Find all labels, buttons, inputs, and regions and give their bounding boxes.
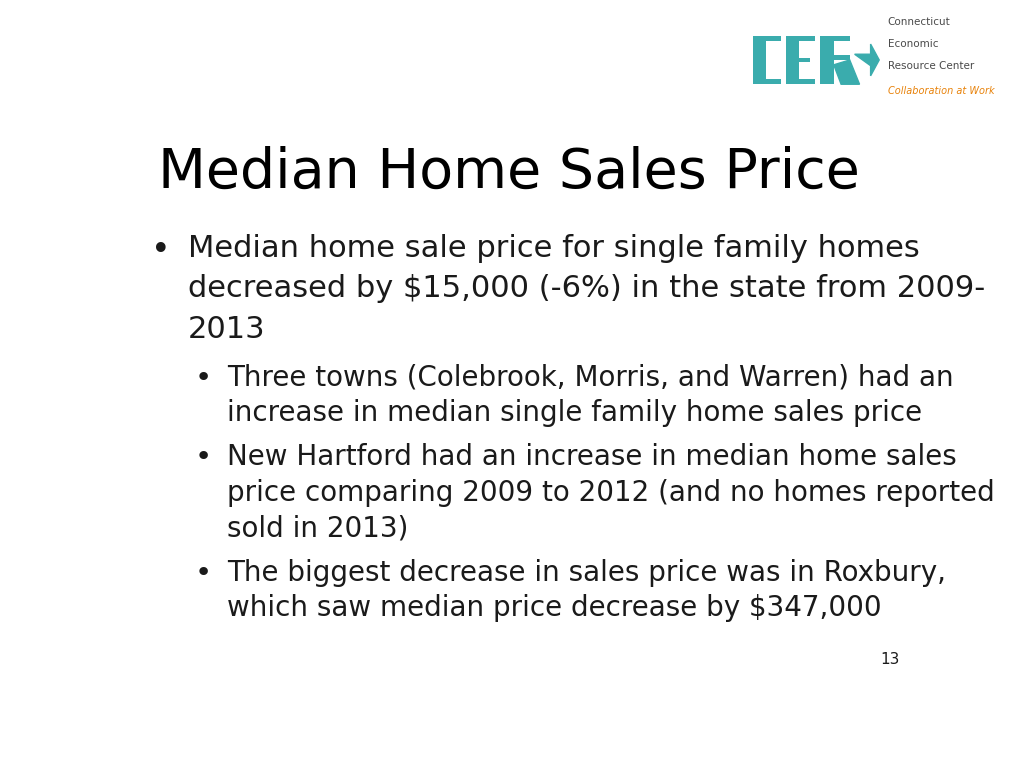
Bar bbox=[820, 55, 850, 60]
Text: New Hartford had an increase in median home sales: New Hartford had an increase in median h… bbox=[227, 443, 957, 472]
Text: sold in 2013): sold in 2013) bbox=[227, 515, 409, 542]
Text: Collaboration at Work: Collaboration at Work bbox=[888, 86, 994, 96]
Bar bbox=[785, 58, 810, 62]
Bar bbox=[753, 35, 781, 41]
Text: •: • bbox=[151, 234, 170, 267]
Text: The biggest decrease in sales price was in Roxbury,: The biggest decrease in sales price was … bbox=[227, 559, 946, 587]
Text: •: • bbox=[195, 443, 212, 472]
Bar bbox=[785, 79, 815, 84]
Text: Economic: Economic bbox=[888, 39, 938, 49]
Text: Median Home Sales Price: Median Home Sales Price bbox=[158, 145, 860, 200]
Bar bbox=[834, 55, 850, 60]
Bar bbox=[753, 79, 781, 84]
Text: decreased by $15,000 (-6%) in the state from 2009-: decreased by $15,000 (-6%) in the state … bbox=[187, 274, 985, 303]
Bar bbox=[820, 35, 834, 84]
Bar bbox=[785, 35, 800, 84]
Text: Connecticut: Connecticut bbox=[888, 17, 950, 27]
Text: increase in median single family home sales price: increase in median single family home sa… bbox=[227, 399, 923, 427]
Bar bbox=[820, 35, 850, 41]
Text: •: • bbox=[195, 363, 212, 392]
Bar bbox=[753, 35, 766, 84]
Text: •: • bbox=[195, 559, 212, 587]
Text: price comparing 2009 to 2012 (and no homes reported: price comparing 2009 to 2012 (and no hom… bbox=[227, 479, 995, 507]
Text: 13: 13 bbox=[880, 652, 899, 667]
Text: which saw median price decrease by $347,000: which saw median price decrease by $347,… bbox=[227, 594, 882, 622]
Text: 2013: 2013 bbox=[187, 315, 265, 343]
Text: Median home sale price for single family homes: Median home sale price for single family… bbox=[187, 234, 920, 263]
Text: Resource Center: Resource Center bbox=[888, 61, 974, 71]
Polygon shape bbox=[834, 60, 859, 84]
Polygon shape bbox=[855, 44, 880, 76]
Bar bbox=[785, 35, 815, 41]
Text: Three towns (Colebrook, Morris, and Warren) had an: Three towns (Colebrook, Morris, and Warr… bbox=[227, 363, 953, 392]
